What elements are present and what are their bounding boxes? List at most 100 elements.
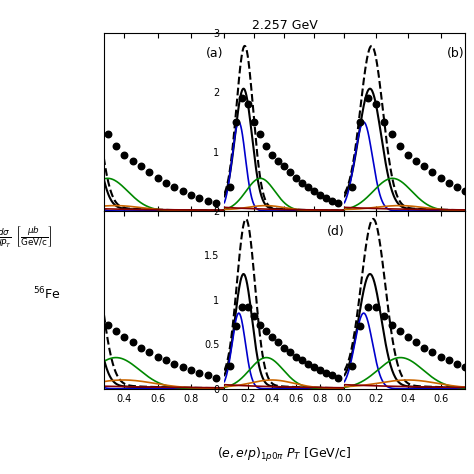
Point bbox=[233, 118, 240, 126]
Point bbox=[187, 366, 195, 374]
Point bbox=[292, 174, 300, 182]
Point bbox=[227, 183, 234, 191]
Point bbox=[397, 327, 404, 335]
Point bbox=[179, 188, 186, 195]
Point bbox=[204, 372, 211, 379]
Point bbox=[120, 151, 128, 158]
Point bbox=[269, 151, 276, 158]
Point bbox=[179, 364, 186, 371]
Point bbox=[405, 151, 412, 158]
Point bbox=[171, 360, 178, 368]
Point bbox=[256, 321, 264, 328]
Point bbox=[212, 374, 220, 382]
Point bbox=[256, 130, 264, 137]
Point bbox=[335, 374, 342, 382]
Point bbox=[245, 100, 252, 108]
Point bbox=[310, 188, 318, 195]
Text: $^{56}$Fe: $^{56}$Fe bbox=[34, 285, 61, 302]
Point bbox=[263, 142, 270, 149]
Point bbox=[437, 174, 444, 182]
Point bbox=[112, 142, 120, 149]
Point bbox=[453, 360, 460, 368]
Point bbox=[104, 321, 111, 328]
Point bbox=[453, 183, 460, 191]
Point bbox=[238, 95, 246, 102]
Point bbox=[154, 353, 162, 360]
Point bbox=[196, 194, 203, 201]
Point bbox=[137, 344, 145, 352]
Text: (d): (d) bbox=[327, 225, 344, 238]
Point bbox=[129, 157, 137, 164]
Point bbox=[397, 142, 404, 149]
Point bbox=[245, 303, 252, 311]
Point bbox=[305, 183, 312, 191]
Point bbox=[299, 356, 306, 364]
Point bbox=[413, 157, 420, 164]
Point bbox=[269, 333, 276, 341]
Point bbox=[373, 100, 380, 108]
Point bbox=[437, 353, 444, 360]
Point bbox=[104, 130, 111, 137]
Point bbox=[137, 163, 145, 170]
Point bbox=[204, 197, 211, 205]
Point bbox=[227, 363, 234, 370]
Point bbox=[349, 363, 356, 370]
Point bbox=[154, 174, 162, 182]
Point bbox=[251, 118, 258, 126]
Point bbox=[263, 327, 270, 335]
Point bbox=[445, 179, 452, 187]
Point bbox=[323, 369, 330, 376]
Point bbox=[389, 130, 396, 137]
Point bbox=[287, 348, 294, 356]
Point bbox=[365, 95, 372, 102]
Point bbox=[323, 194, 330, 201]
Point bbox=[281, 163, 288, 170]
Point bbox=[238, 303, 246, 311]
Text: (a): (a) bbox=[206, 47, 224, 60]
Point bbox=[112, 327, 120, 335]
Point bbox=[317, 191, 324, 199]
Point bbox=[233, 323, 240, 330]
Point bbox=[356, 323, 364, 330]
Point bbox=[299, 179, 306, 187]
Point bbox=[328, 197, 336, 205]
Point bbox=[274, 157, 282, 164]
Point bbox=[187, 191, 195, 199]
Point bbox=[373, 303, 380, 311]
Text: $(e,e\prime p)_{1p0\pi}\ P_T\ [\mathrm{GeV/c}]$: $(e,e\prime p)_{1p0\pi}\ P_T\ [\mathrm{G… bbox=[217, 446, 352, 464]
Point bbox=[146, 169, 153, 176]
Point bbox=[129, 338, 137, 346]
Point bbox=[421, 344, 428, 352]
Point bbox=[310, 364, 318, 371]
Point bbox=[349, 183, 356, 191]
Point bbox=[162, 356, 170, 364]
Point bbox=[335, 200, 342, 207]
Point bbox=[212, 200, 220, 207]
Point bbox=[287, 169, 294, 176]
Point bbox=[171, 183, 178, 191]
Point bbox=[461, 364, 468, 371]
Point bbox=[196, 369, 203, 376]
Text: $\frac{d\sigma}{dP_T}$ $\left[\frac{\mu b}{\mathrm{GeV/c}}\right]$: $\frac{d\sigma}{dP_T}$ $\left[\frac{\mu … bbox=[0, 224, 53, 250]
Point bbox=[120, 333, 128, 341]
Title: 2.257 GeV: 2.257 GeV bbox=[252, 19, 317, 32]
Point bbox=[445, 356, 452, 364]
Point bbox=[274, 338, 282, 346]
Text: (b): (b) bbox=[447, 47, 464, 60]
Point bbox=[356, 118, 364, 126]
Point bbox=[381, 118, 388, 126]
Point bbox=[281, 344, 288, 352]
Point bbox=[421, 163, 428, 170]
Point bbox=[305, 360, 312, 368]
Point bbox=[292, 353, 300, 360]
Point bbox=[317, 366, 324, 374]
Point bbox=[413, 338, 420, 346]
Point bbox=[381, 312, 388, 319]
Point bbox=[162, 179, 170, 187]
Point bbox=[365, 303, 372, 311]
Point bbox=[251, 312, 258, 319]
Point bbox=[328, 372, 336, 379]
Point bbox=[389, 321, 396, 328]
Point bbox=[428, 169, 436, 176]
Point bbox=[146, 348, 153, 356]
